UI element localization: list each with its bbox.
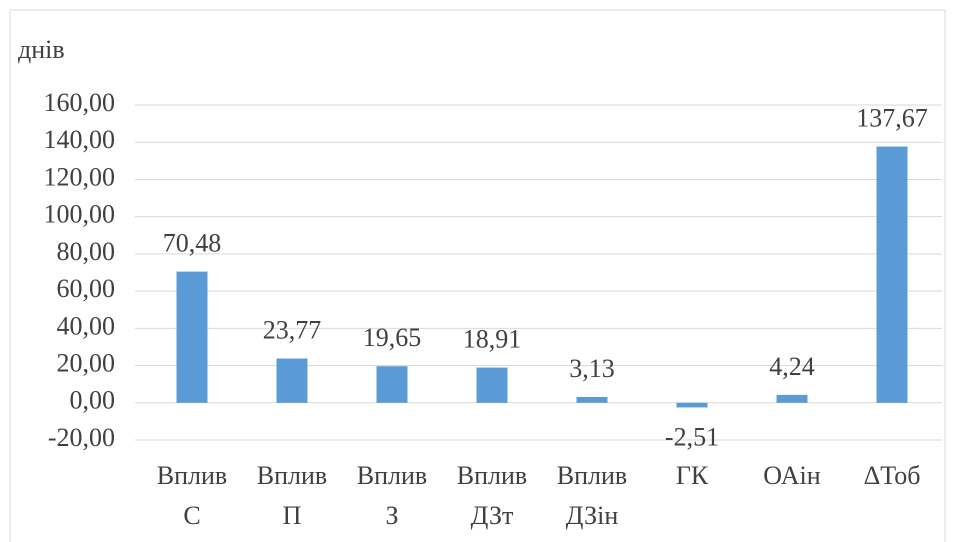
x-tick-label: Вплив ДЗт [457,461,527,530]
bar [876,146,908,403]
data-label: 18,91 [463,325,522,354]
bar [476,367,508,403]
bar [176,271,208,403]
bar [276,358,308,403]
y-tick-label: 20,00 [57,349,116,378]
y-tick-label: 0,00 [70,386,116,415]
data-label: 137,67 [856,104,928,133]
x-tick-label: Вплив С [157,461,227,530]
x-tick-label: Вплив П [257,461,327,530]
x-tick-label: ГК [676,461,709,490]
x-tick-label: ΔТоб [864,461,921,490]
y-axis-label: днів [18,35,65,64]
x-tick-label: Вплив З [357,461,427,530]
data-label: 19,65 [363,323,422,352]
data-label: 23,77 [263,316,322,345]
y-tick-label: 100,00 [44,200,116,229]
bar [776,394,808,403]
bar [676,402,708,408]
x-tick-label: ОАін [763,461,820,490]
y-tick-label: 60,00 [57,274,116,303]
y-tick-label: 140,00 [44,125,116,154]
y-tick-label: 120,00 [44,162,116,191]
chart-frame [9,9,946,542]
y-tick-label: 80,00 [57,237,116,266]
data-label: 4,24 [769,352,815,381]
y-tick-label: 40,00 [57,311,116,340]
bar [376,366,408,403]
y-tick-label: -20,00 [48,423,115,452]
data-label: 3,13 [569,354,615,383]
x-tick-label: Вплив ДЗін [557,461,627,530]
data-label: -2,51 [665,422,719,451]
y-tick-label: 160,00 [44,88,116,117]
data-label: 70,48 [163,229,222,258]
bar [576,396,608,403]
